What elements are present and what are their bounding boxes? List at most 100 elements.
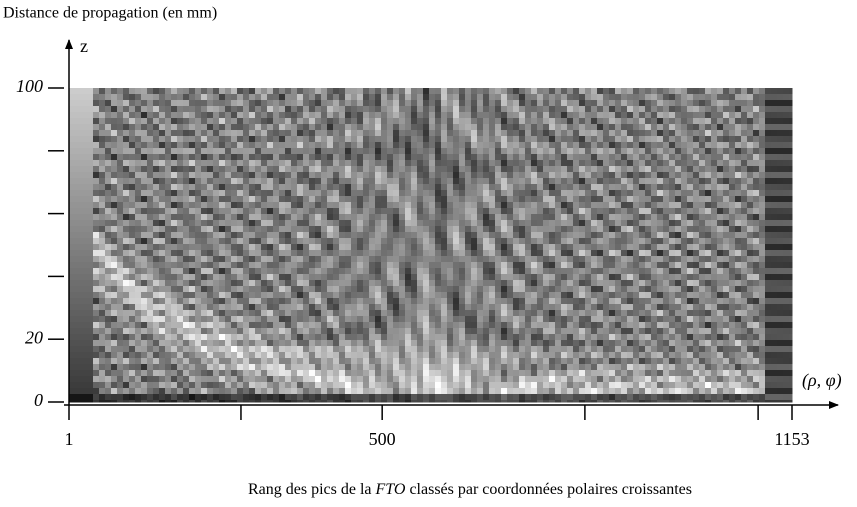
heatmap-cell xyxy=(111,280,118,287)
heatmap-cell xyxy=(351,112,358,119)
heatmap-cell xyxy=(615,316,622,323)
heatmap-cell xyxy=(153,190,160,197)
heatmap-cell xyxy=(561,136,568,143)
heatmap-cell xyxy=(531,142,538,149)
heatmap-cell xyxy=(201,232,208,239)
heatmap-cell xyxy=(561,328,568,335)
heatmap-cell xyxy=(453,346,460,353)
heatmap-cell xyxy=(195,298,202,305)
heatmap-cell xyxy=(489,220,496,227)
heatmap-cell xyxy=(609,376,616,383)
heatmap-cell xyxy=(555,124,562,131)
heatmap-cell xyxy=(387,220,394,227)
heatmap-cell xyxy=(381,172,388,179)
heatmap-cell xyxy=(111,88,118,95)
heatmap-cell xyxy=(591,160,598,167)
heatmap-cell xyxy=(297,244,304,251)
heatmap-cell xyxy=(291,88,298,95)
heatmap-cell xyxy=(507,340,514,347)
heatmap-cell xyxy=(213,292,220,299)
heatmap-cell xyxy=(183,352,190,359)
heatmap-cell xyxy=(231,124,238,131)
heatmap-cell xyxy=(315,316,322,323)
heatmap-cell xyxy=(543,202,550,209)
heatmap-cell xyxy=(477,256,484,263)
heatmap-cell xyxy=(423,274,430,281)
heatmap-cell xyxy=(531,328,538,335)
heatmap-cell xyxy=(537,166,544,173)
heatmap-cell xyxy=(135,196,142,203)
heatmap-cell xyxy=(237,292,244,299)
heatmap-cell xyxy=(627,322,634,329)
heatmap-cell xyxy=(273,232,280,239)
heatmap-cell xyxy=(501,190,508,197)
heatmap-cell xyxy=(615,130,622,137)
heatmap-cell xyxy=(195,184,202,191)
heatmap-cell xyxy=(537,394,544,401)
heatmap-cell xyxy=(357,262,364,269)
heatmap-cell xyxy=(345,238,352,245)
heatmap-cell xyxy=(81,400,88,403)
heatmap-cell xyxy=(627,172,634,179)
heatmap-cell xyxy=(375,148,382,155)
heatmap-cell xyxy=(537,232,544,239)
heatmap-cell xyxy=(567,208,574,215)
heatmap-cell xyxy=(183,178,190,185)
heatmap-cell xyxy=(159,142,166,149)
heatmap-cell xyxy=(585,286,592,293)
heatmap-cell xyxy=(183,298,190,305)
heatmap-cell xyxy=(279,334,286,341)
heatmap-cell xyxy=(591,220,598,227)
heatmap-cell xyxy=(453,238,460,245)
heatmap-cell xyxy=(441,88,448,95)
heatmap-cell xyxy=(357,244,364,251)
heatmap-cell xyxy=(405,238,412,245)
heatmap-cell xyxy=(567,172,574,179)
heatmap-cell xyxy=(153,298,160,305)
heatmap-cell xyxy=(573,190,580,197)
heatmap-cell xyxy=(573,298,580,305)
heatmap-cell xyxy=(213,136,220,143)
heatmap-cell xyxy=(207,142,214,149)
heatmap-cell xyxy=(99,94,106,101)
heatmap-cell xyxy=(291,268,298,275)
heatmap-cell xyxy=(417,334,424,341)
heatmap-cell xyxy=(501,238,508,245)
heatmap-cell xyxy=(369,154,376,161)
heatmap-cell xyxy=(459,184,466,191)
heatmap-cell xyxy=(465,262,472,269)
heatmap-cell xyxy=(249,220,256,227)
heatmap-cell xyxy=(183,316,190,323)
heatmap-cell xyxy=(579,334,586,341)
heatmap-cell xyxy=(315,388,322,395)
heatmap-cell xyxy=(609,202,616,209)
heatmap-cell xyxy=(351,352,358,359)
heatmap-cell xyxy=(585,88,592,95)
heatmap-cell xyxy=(411,100,418,107)
heatmap-cell xyxy=(387,304,394,311)
heatmap-cell xyxy=(375,364,382,371)
heatmap-cell xyxy=(135,322,142,329)
heatmap-cell xyxy=(543,208,550,215)
heatmap-cell xyxy=(477,274,484,281)
heatmap-cell xyxy=(567,364,574,371)
heatmap-cell xyxy=(555,208,562,215)
heatmap-cell xyxy=(243,202,250,209)
heatmap-cell xyxy=(279,280,286,287)
heatmap-cell xyxy=(75,358,82,365)
heatmap-cell xyxy=(477,148,484,155)
heatmap-cell xyxy=(267,160,274,167)
heatmap-cell xyxy=(219,196,226,203)
heatmap-cell xyxy=(633,118,640,125)
heatmap-cell xyxy=(399,232,406,239)
heatmap-cell xyxy=(267,340,274,347)
heatmap-cell xyxy=(303,322,310,329)
heatmap-cell xyxy=(411,310,418,317)
heatmap-cell xyxy=(261,208,268,215)
heatmap-cell xyxy=(291,400,298,403)
heatmap-cell xyxy=(177,118,184,125)
heatmap-cell xyxy=(621,100,628,107)
heatmap-cell xyxy=(417,298,424,305)
heatmap-cell xyxy=(261,172,268,179)
heatmap-cell xyxy=(297,190,304,197)
